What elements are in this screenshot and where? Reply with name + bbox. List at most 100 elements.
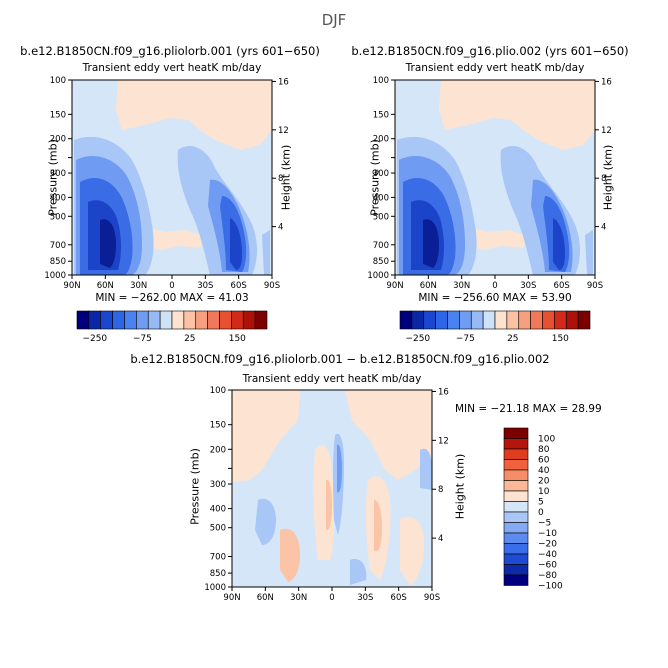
colorbar-label: −80 bbox=[538, 571, 557, 581]
colorbar-swatch bbox=[242, 310, 256, 330]
colorbar-swatch bbox=[459, 310, 472, 330]
y-tick-label: 500 bbox=[210, 524, 226, 534]
colorbar-label: −250 bbox=[405, 334, 430, 344]
x-tick-label: 60S bbox=[391, 593, 407, 603]
y-tick-label: 150 bbox=[50, 110, 66, 120]
y-right-tick-label: 12 bbox=[278, 126, 289, 136]
y-tick-label: 1000 bbox=[44, 271, 66, 281]
colorbar-swatch bbox=[494, 310, 508, 330]
colorbar-label: 20 bbox=[538, 477, 550, 487]
colorbar-label: 25 bbox=[184, 334, 195, 344]
colorbar-swatch bbox=[183, 310, 197, 330]
x-tick-label: 90N bbox=[386, 281, 403, 291]
x-tick-label: 90S bbox=[587, 281, 603, 291]
colorbar-swatch bbox=[503, 469, 529, 481]
y-tick-label: 400 bbox=[373, 193, 389, 203]
colorbar-swatch bbox=[423, 310, 436, 330]
y-tick-label: 150 bbox=[210, 421, 226, 431]
colorbar-label: 10 bbox=[538, 487, 550, 497]
colorbar-swatch bbox=[159, 310, 173, 330]
colorbar-swatch bbox=[542, 310, 555, 330]
y-tick-label: 700 bbox=[50, 241, 66, 251]
colorbar-swatch bbox=[503, 574, 529, 586]
panel-diff-stats: MIN = −21.18 MAX = 28.99 bbox=[455, 403, 602, 415]
colorbar-label: 150 bbox=[552, 334, 569, 344]
colorbar-swatch bbox=[147, 310, 161, 330]
colorbar-swatch bbox=[577, 310, 591, 330]
colorbar-swatch bbox=[503, 448, 529, 460]
y-tick-label: 150 bbox=[373, 110, 389, 120]
colorbar-swatch bbox=[503, 501, 529, 513]
x-tick-label: 60N bbox=[420, 281, 437, 291]
colorbar-swatch bbox=[506, 310, 520, 330]
colorbar-label: 80 bbox=[538, 445, 550, 455]
colorbar-label: 150 bbox=[229, 334, 246, 344]
y-right-tick-label: 8 bbox=[278, 174, 283, 184]
y-tick-label: 200 bbox=[210, 445, 226, 455]
colorbar-right: −250 −75 25 150 bbox=[399, 310, 591, 344]
colorbar-label: 60 bbox=[538, 456, 550, 466]
y-tick-label: 400 bbox=[210, 505, 226, 515]
y-tick-label: 100 bbox=[210, 386, 226, 396]
colorbar-swatch bbox=[399, 310, 413, 330]
y-tick-label: 200 bbox=[50, 135, 66, 145]
y-tick-label: 850 bbox=[373, 257, 389, 267]
colorbar-swatch bbox=[411, 310, 425, 330]
x-tick-label: 90S bbox=[264, 281, 280, 291]
colorbar-label: 100 bbox=[538, 435, 555, 445]
x-tick-label: 30N bbox=[453, 281, 470, 291]
y-tick-label: 1000 bbox=[204, 583, 226, 593]
y-tick-label: 700 bbox=[210, 552, 226, 562]
panel-right-stats: MIN = −256.60 MAX = 53.90 bbox=[418, 292, 572, 304]
colorbar-swatch bbox=[482, 310, 496, 330]
colorbar-swatch bbox=[124, 310, 137, 330]
y-right-tick-label: 16 bbox=[438, 387, 449, 397]
colorbar-label: −60 bbox=[538, 561, 557, 571]
colorbar-label: −10 bbox=[538, 529, 557, 539]
y-tick-label: 850 bbox=[210, 569, 226, 579]
y-right-tick-label: 16 bbox=[601, 77, 612, 87]
colorbar-swatch bbox=[171, 310, 185, 330]
x-tick-label: 30N bbox=[290, 593, 307, 603]
y-tick-label: 200 bbox=[373, 135, 389, 145]
x-tick-label: 90N bbox=[63, 281, 80, 291]
y-tick-label: 100 bbox=[373, 76, 389, 86]
x-tick-label: 60N bbox=[257, 593, 274, 603]
panel-right-field bbox=[395, 80, 595, 275]
colorbar-label: −40 bbox=[538, 550, 557, 560]
colorbar-swatch bbox=[503, 480, 529, 492]
colorbar-swatch bbox=[503, 522, 529, 534]
colorbar-left: −250 −75 25 150 bbox=[76, 310, 268, 344]
x-tick-label: 60N bbox=[97, 281, 114, 291]
colorbar-swatch bbox=[76, 310, 90, 330]
y-right-tick-label: 12 bbox=[438, 436, 449, 446]
y-right-tick-label: 4 bbox=[601, 223, 606, 233]
x-tick-label: 0 bbox=[169, 281, 174, 291]
panel-right-subtitle: Transient eddy vert heatK mb/day bbox=[405, 62, 585, 74]
colorbar-swatch bbox=[435, 310, 448, 330]
panel-diff-subtitle: Transient eddy vert heatK mb/day bbox=[242, 373, 422, 385]
colorbar-swatch bbox=[195, 310, 208, 330]
x-tick-label: 60S bbox=[231, 281, 247, 291]
panel-left-stats: MIN = −262.00 MAX = 41.03 bbox=[95, 292, 249, 304]
colorbar-swatch bbox=[503, 553, 529, 565]
y-right-tick-label: 4 bbox=[438, 534, 443, 544]
colorbar-swatch bbox=[219, 310, 232, 330]
x-tick-label: 30S bbox=[197, 281, 213, 291]
y-tick-label: 1000 bbox=[367, 271, 389, 281]
colorbar-swatch bbox=[207, 310, 220, 330]
colorbar-swatch bbox=[470, 310, 484, 330]
y-right-tick-label: 8 bbox=[601, 174, 606, 184]
y-tick-label: 300 bbox=[50, 169, 66, 179]
y-right-tick-label: 12 bbox=[601, 126, 612, 136]
colorbar-swatch bbox=[503, 564, 529, 576]
panel-left-title: b.e12.B1850CN.f09_g16.pliolorb.001 (yrs … bbox=[20, 44, 320, 58]
panel-diff-field bbox=[232, 390, 432, 587]
panel-diff-title: b.e12.B1850CN.f09_g16.pliolorb.001 − b.e… bbox=[130, 352, 550, 366]
colorbar-swatch bbox=[112, 310, 125, 330]
colorbar-label: 25 bbox=[507, 334, 518, 344]
colorbar-label: −75 bbox=[456, 334, 475, 344]
colorbar-label: 0 bbox=[538, 508, 544, 518]
